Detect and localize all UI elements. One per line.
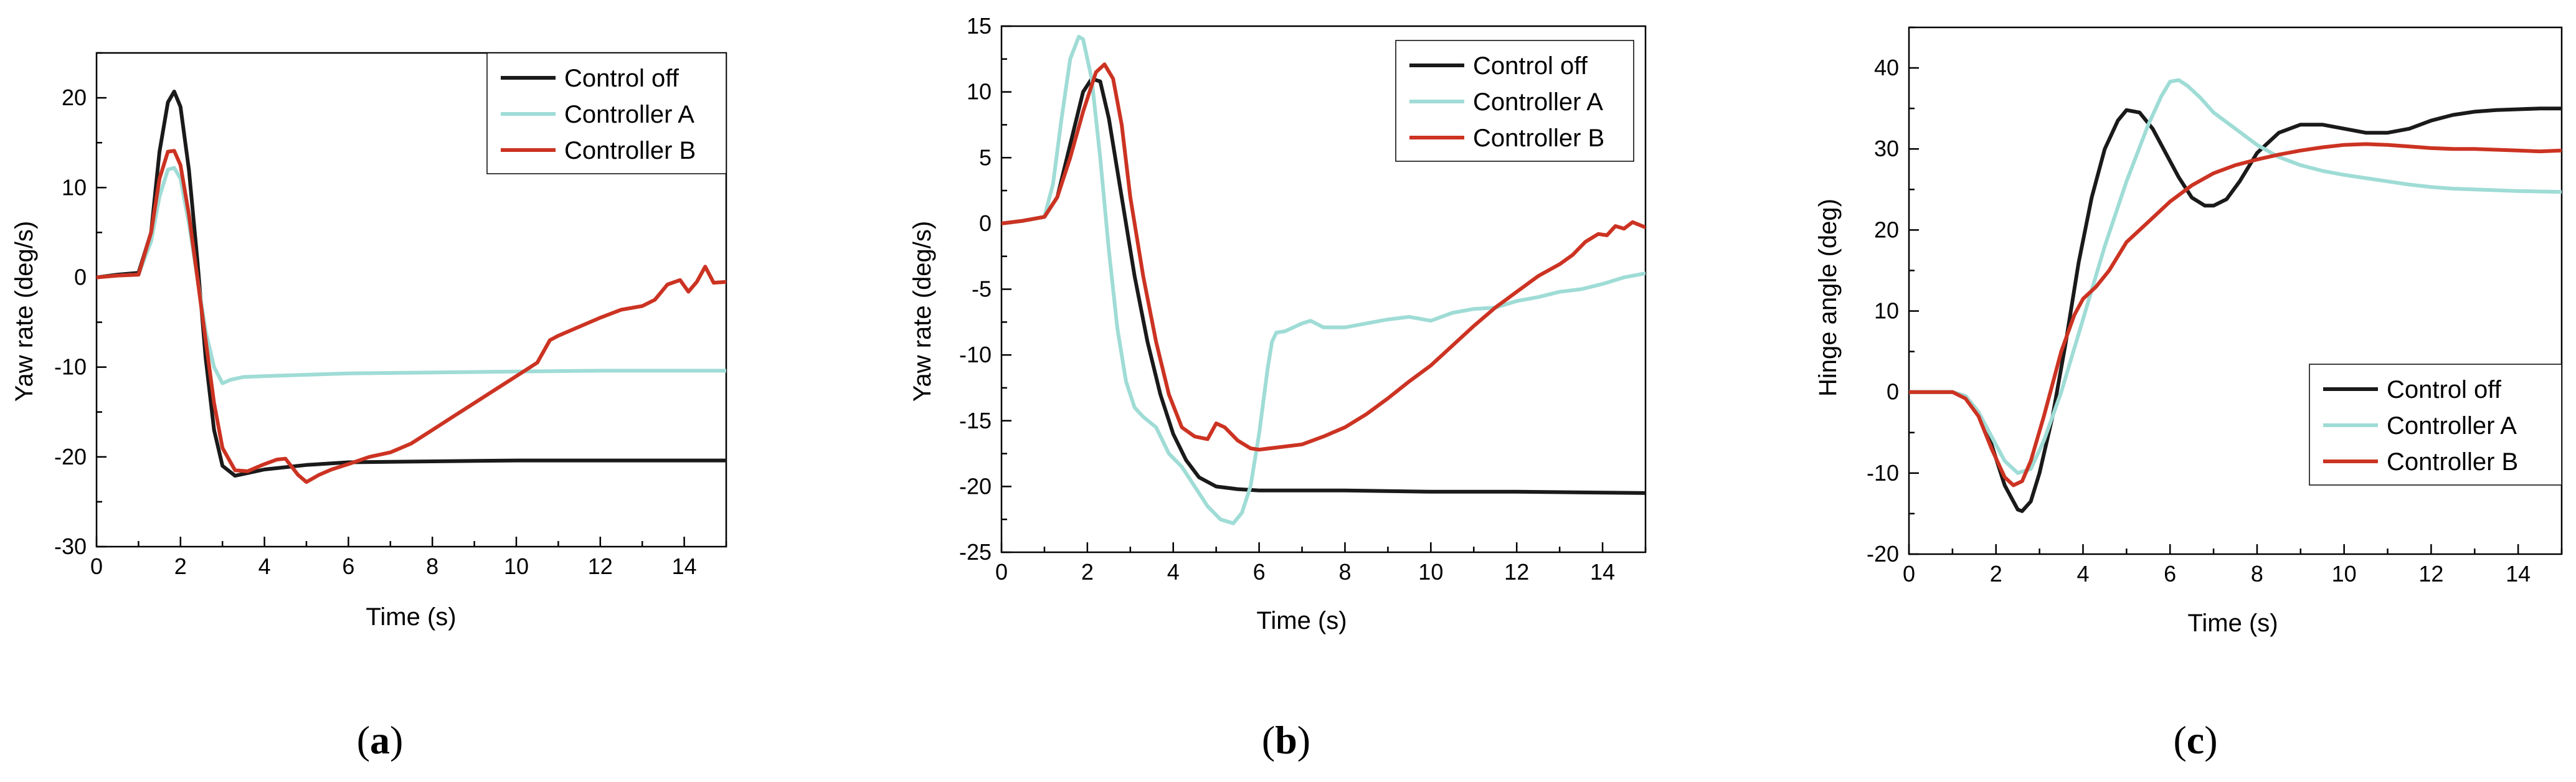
y-tick-label: 20	[1874, 217, 1899, 242]
legend-label-controller-a: Controller A	[2387, 412, 2517, 440]
chart-c-panel-label: (c)	[2173, 718, 2217, 762]
series-line-controller-b	[1002, 62, 1646, 452]
y-tick-label: 5	[979, 144, 992, 170]
chart-a-frame	[95, 52, 727, 548]
legend-label-controller-b: Controller B	[1473, 125, 1604, 152]
y-tick-label: 10	[62, 174, 87, 200]
x-tick-label: 6	[1253, 559, 1266, 585]
legend-label-controller-a: Controller A	[1473, 88, 1603, 116]
x-tick-label: 4	[258, 554, 271, 579]
y-tick-label: -10	[1867, 460, 1899, 486]
x-tick-label: 6	[2164, 561, 2176, 586]
y-tick-label: 10	[1874, 298, 1899, 324]
chart-c-panel-label-close: )	[2204, 718, 2217, 762]
x-tick-label: 0	[90, 554, 103, 579]
x-tick-label: 8	[1338, 559, 1351, 585]
x-tick-label: 2	[1081, 559, 1094, 585]
y-tick-label: 30	[1874, 136, 1899, 161]
x-tick-label: 0	[1903, 561, 1915, 586]
legend-label-control-off: Control off	[2387, 376, 2502, 403]
x-tick-label: 14	[2506, 561, 2531, 586]
y-tick-label: -25	[959, 539, 992, 565]
y-tick-label: 20	[62, 85, 87, 110]
chart-c-y-axis-title: Hinge angle (deg)	[1814, 199, 1842, 397]
series-line-control-off	[1909, 106, 2562, 513]
x-tick-label: 0	[995, 559, 1008, 585]
x-tick-label: 10	[504, 554, 529, 579]
chart-b-panel-label: (b)	[1262, 718, 1310, 762]
chart-b-panel-label-open: (	[1262, 718, 1275, 762]
svg-text:(b): (b)	[1262, 718, 1310, 762]
legend-label-controller-b: Controller B	[564, 137, 696, 164]
x-tick-label: 10	[1418, 559, 1443, 585]
chart-a-y-axis-title: Yaw rate (deg/s)	[11, 221, 38, 402]
y-tick-label: -15	[959, 408, 992, 433]
chart-c-panel-label-letter: c	[2187, 718, 2204, 762]
legend-label-control-off: Control off	[1473, 52, 1588, 80]
chart-a-panel-label: (a)	[357, 718, 404, 762]
x-tick-label: 12	[2418, 561, 2443, 586]
y-tick-label: 0	[74, 264, 87, 290]
y-tick-label: -10	[54, 354, 87, 380]
x-tick-label: 12	[1504, 559, 1529, 585]
series-line-controller-b	[97, 149, 726, 484]
y-tick-label: 40	[1874, 55, 1899, 80]
series-line-control-off	[1002, 77, 1646, 495]
series-line-control-off	[97, 90, 726, 478]
chart-b-plot-area: 0 2 4 6 8 10 12 14 -25 -20 -15 -10 -5 0 5 10 15 Control o…	[959, 13, 1647, 585]
chart-b-panel-label-close: )	[1297, 718, 1310, 762]
x-tick-label: 12	[588, 554, 613, 579]
chart-a-panel-label-open: (	[357, 718, 370, 762]
x-tick-label: 2	[174, 554, 187, 579]
x-tick-label: 10	[2332, 561, 2357, 586]
x-tick-label: 8	[2251, 561, 2263, 586]
series-line-controller-a	[1909, 78, 2562, 475]
chart-a-x-axis-title: Time (s)	[366, 603, 456, 631]
x-tick-label: 6	[342, 554, 354, 579]
chart-b-x-axis-title: Time (s)	[1256, 607, 1347, 634]
y-tick-label: 10	[967, 79, 992, 105]
series-line-controller-b	[1909, 142, 2562, 488]
y-tick-label: 0	[979, 210, 992, 236]
x-tick-label: 14	[1590, 559, 1615, 585]
chart-b-y-axis-title: Yaw rate (deg/s)	[909, 221, 936, 402]
chart-c-x-axis-title: Time (s)	[2187, 610, 2278, 637]
series-line-controller-a	[1002, 34, 1646, 525]
chart-a-panel-label-letter: a	[370, 718, 390, 762]
chart-b-legend: Control off Controller A Controller B	[1395, 40, 1634, 162]
y-tick-label: -5	[972, 276, 992, 302]
y-tick-label: 0	[1887, 379, 1899, 405]
y-tick-label: -20	[54, 444, 87, 469]
svg-text:(a): (a)	[357, 718, 404, 762]
chart-a-legend: Control off Controller A Controller B	[486, 52, 727, 174]
y-tick-label: -20	[1867, 541, 1899, 567]
x-tick-label: 14	[672, 554, 697, 579]
x-tick-label: 4	[2076, 561, 2089, 586]
chart-a-panel-label-close: )	[390, 718, 403, 762]
legend-label-controller-b: Controller B	[2387, 448, 2518, 476]
svg-text:(c): (c)	[2173, 718, 2217, 762]
chart-b: 0 2 4 6 8 10 12 14 -25 -20 -15 -10 -5 0 5 10 15 Control o…	[909, 13, 1647, 762]
x-tick-label: 4	[1167, 559, 1180, 585]
chart-b-panel-label-letter: b	[1275, 718, 1297, 762]
x-tick-label: 8	[426, 554, 438, 579]
legend-label-controller-a: Controller A	[564, 101, 694, 128]
y-tick-label: 15	[967, 13, 992, 39]
chart-c-frame	[1908, 26, 2563, 555]
chart-c-legend: Control off Controller A Controller B	[2309, 364, 2562, 486]
x-tick-label: 2	[1990, 561, 2002, 586]
y-tick-label: -30	[54, 534, 87, 559]
chart-c-panel-label-open: (	[2173, 718, 2186, 762]
y-tick-label: -20	[959, 473, 992, 499]
y-tick-label: -10	[959, 342, 992, 367]
legend-label-control-off: Control off	[564, 65, 680, 92]
